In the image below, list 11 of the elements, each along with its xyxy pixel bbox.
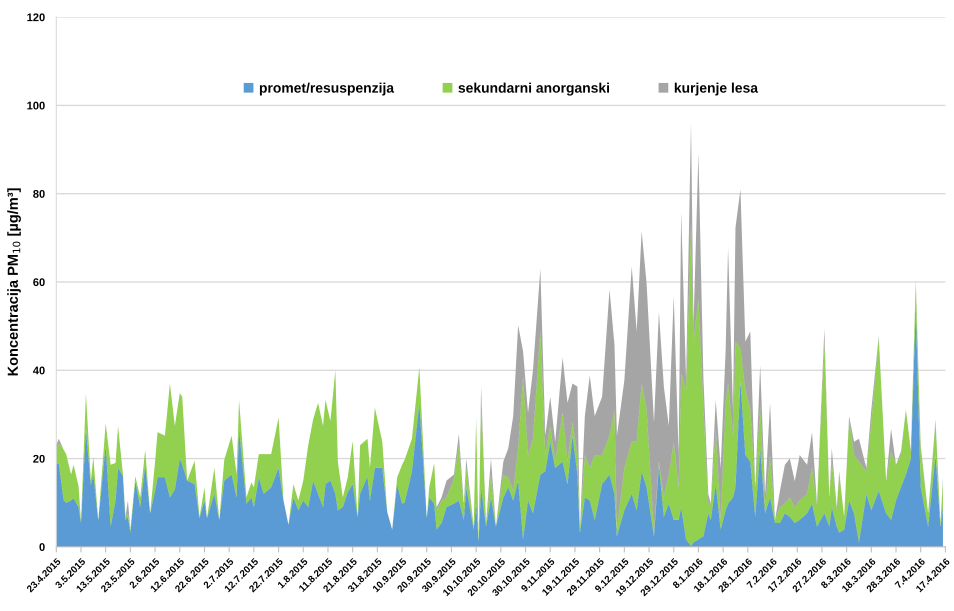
- legend-label: kurjenje lesa: [674, 82, 758, 96]
- y-tick-label: 120: [27, 13, 45, 22]
- y-tick-label: 100: [27, 102, 45, 110]
- y-tick-label: 20: [33, 454, 45, 463]
- y-tick-label: 80: [33, 190, 45, 198]
- legend-label: sekundarni anorganski: [458, 82, 609, 96]
- legend-label: promet/resuspenzija: [260, 82, 394, 96]
- y-tick-label: 0: [39, 543, 45, 551]
- y-axis-title: Koncentracija PM$_{10}$ [µg/m³]: [7, 188, 21, 376]
- y-tick-label: 60: [33, 278, 45, 286]
- y-tick-label: 40: [32, 366, 45, 374]
